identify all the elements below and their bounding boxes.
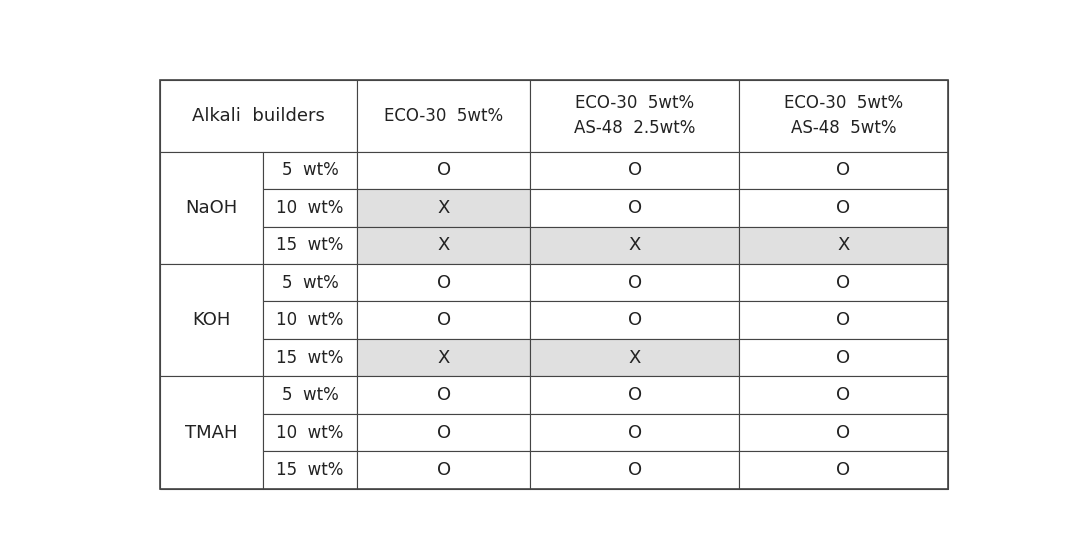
Text: TMAH: TMAH bbox=[185, 424, 238, 442]
Bar bbox=[263, 339, 357, 376]
Text: O: O bbox=[628, 162, 642, 179]
Bar bbox=[531, 339, 739, 376]
Bar bbox=[739, 301, 948, 339]
Bar bbox=[739, 376, 948, 414]
Text: 10  wt%: 10 wt% bbox=[277, 199, 344, 217]
Text: O: O bbox=[628, 199, 642, 217]
Bar bbox=[739, 264, 948, 301]
Text: 10  wt%: 10 wt% bbox=[277, 311, 344, 329]
Text: O: O bbox=[628, 461, 642, 479]
Bar bbox=[160, 264, 263, 376]
Text: O: O bbox=[837, 386, 851, 404]
Bar bbox=[739, 452, 948, 489]
Text: O: O bbox=[837, 274, 851, 292]
Bar bbox=[263, 452, 357, 489]
Bar bbox=[160, 80, 357, 151]
Bar bbox=[531, 226, 739, 264]
Bar bbox=[357, 226, 531, 264]
Bar bbox=[263, 189, 357, 226]
Bar bbox=[739, 151, 948, 189]
Text: 5  wt%: 5 wt% bbox=[281, 274, 338, 292]
Text: O: O bbox=[837, 162, 851, 179]
Text: O: O bbox=[837, 349, 851, 367]
Bar bbox=[263, 414, 357, 452]
Text: X: X bbox=[438, 349, 450, 367]
Bar bbox=[263, 226, 357, 264]
Text: O: O bbox=[628, 311, 642, 329]
Text: X: X bbox=[837, 236, 850, 254]
Bar bbox=[531, 452, 739, 489]
Text: NaOH: NaOH bbox=[185, 199, 238, 217]
Bar bbox=[263, 376, 357, 414]
Text: Alkali  builders: Alkali builders bbox=[192, 107, 325, 125]
Bar bbox=[357, 80, 531, 151]
Text: KOH: KOH bbox=[192, 311, 230, 329]
Text: O: O bbox=[437, 274, 451, 292]
Text: 10  wt%: 10 wt% bbox=[277, 424, 344, 442]
Bar bbox=[739, 339, 948, 376]
Text: ECO-30  5wt%
AS-48  5wt%: ECO-30 5wt% AS-48 5wt% bbox=[784, 94, 903, 138]
Text: O: O bbox=[437, 461, 451, 479]
Text: O: O bbox=[437, 424, 451, 442]
Bar bbox=[531, 151, 739, 189]
Bar bbox=[357, 452, 531, 489]
Text: O: O bbox=[437, 311, 451, 329]
Bar bbox=[357, 264, 531, 301]
Bar bbox=[160, 151, 263, 264]
Text: X: X bbox=[438, 236, 450, 254]
Bar bbox=[531, 189, 739, 226]
Bar bbox=[531, 80, 739, 151]
Text: O: O bbox=[837, 199, 851, 217]
Text: ECO-30  5wt%: ECO-30 5wt% bbox=[384, 107, 504, 125]
Bar bbox=[263, 151, 357, 189]
Bar bbox=[160, 376, 263, 489]
Text: O: O bbox=[628, 274, 642, 292]
Text: X: X bbox=[628, 349, 641, 367]
Text: 5  wt%: 5 wt% bbox=[281, 386, 338, 404]
Bar bbox=[357, 376, 531, 414]
Bar bbox=[739, 189, 948, 226]
Bar bbox=[739, 414, 948, 452]
Bar bbox=[531, 376, 739, 414]
Text: O: O bbox=[437, 386, 451, 404]
Bar bbox=[357, 189, 531, 226]
Text: O: O bbox=[628, 386, 642, 404]
Text: 15  wt%: 15 wt% bbox=[277, 236, 344, 254]
Bar bbox=[263, 301, 357, 339]
Text: O: O bbox=[437, 162, 451, 179]
Text: O: O bbox=[837, 424, 851, 442]
Bar bbox=[739, 226, 948, 264]
Bar bbox=[357, 301, 531, 339]
Text: O: O bbox=[628, 424, 642, 442]
Bar bbox=[531, 414, 739, 452]
Bar bbox=[531, 264, 739, 301]
Bar bbox=[357, 414, 531, 452]
Text: O: O bbox=[837, 461, 851, 479]
Bar bbox=[739, 80, 948, 151]
Bar bbox=[531, 301, 739, 339]
Text: 15  wt%: 15 wt% bbox=[277, 461, 344, 479]
Text: X: X bbox=[628, 236, 641, 254]
Text: 5  wt%: 5 wt% bbox=[281, 162, 338, 179]
Text: 15  wt%: 15 wt% bbox=[277, 349, 344, 367]
Bar bbox=[263, 264, 357, 301]
Bar bbox=[357, 339, 531, 376]
Text: O: O bbox=[837, 311, 851, 329]
Text: X: X bbox=[438, 199, 450, 217]
Bar bbox=[357, 151, 531, 189]
Text: ECO-30  5wt%
AS-48  2.5wt%: ECO-30 5wt% AS-48 2.5wt% bbox=[574, 94, 695, 138]
